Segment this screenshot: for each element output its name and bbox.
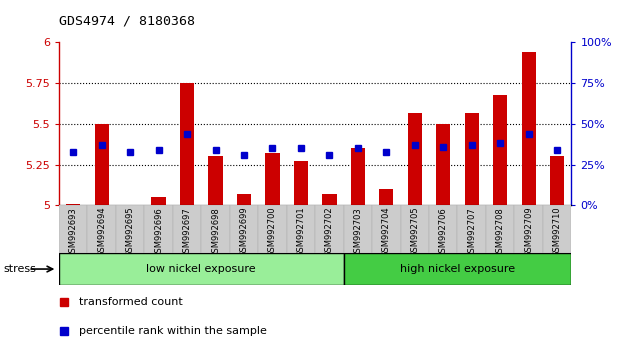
Bar (59, 253, 343, 285)
Text: GSM992699: GSM992699 (240, 207, 248, 257)
Bar (401, 205, 429, 253)
Bar (315, 205, 343, 253)
Bar (522, 52, 536, 205)
Bar (173, 205, 201, 253)
Bar (59, 205, 88, 253)
Text: GSM992704: GSM992704 (382, 207, 391, 257)
Text: GSM992708: GSM992708 (496, 207, 505, 257)
Bar (94, 124, 109, 205)
Text: GSM992703: GSM992703 (353, 207, 362, 257)
Bar (152, 197, 166, 205)
Bar (230, 205, 258, 253)
Text: GSM992694: GSM992694 (97, 207, 106, 257)
Bar (436, 124, 450, 205)
Bar (322, 194, 337, 205)
Text: GDS4974 / 8180368: GDS4974 / 8180368 (59, 14, 195, 27)
Text: GSM992705: GSM992705 (410, 207, 419, 257)
Bar (550, 156, 564, 205)
Bar (237, 194, 251, 205)
Bar (458, 205, 486, 253)
Bar (493, 95, 507, 205)
Bar (486, 205, 514, 253)
Text: GSM992701: GSM992701 (296, 207, 306, 257)
Text: GSM992698: GSM992698 (211, 207, 220, 257)
Bar (514, 205, 543, 253)
Bar (407, 113, 422, 205)
Bar (372, 205, 401, 253)
Text: GSM992702: GSM992702 (325, 207, 334, 257)
Bar (258, 205, 287, 253)
Text: GSM992710: GSM992710 (553, 207, 561, 257)
Text: high nickel exposure: high nickel exposure (400, 264, 515, 274)
Bar (144, 205, 173, 253)
Bar (66, 204, 80, 205)
Bar (543, 205, 571, 253)
Text: GSM992695: GSM992695 (125, 207, 135, 257)
Bar (88, 205, 116, 253)
Bar (429, 205, 458, 253)
Text: GSM992697: GSM992697 (183, 207, 191, 257)
Text: GSM992700: GSM992700 (268, 207, 277, 257)
Text: GSM992693: GSM992693 (69, 207, 78, 257)
Text: GSM992696: GSM992696 (154, 207, 163, 257)
Bar (465, 113, 479, 205)
Bar (379, 189, 394, 205)
Text: percentile rank within the sample: percentile rank within the sample (79, 326, 268, 336)
Bar (343, 253, 571, 285)
Text: GSM992707: GSM992707 (467, 207, 476, 257)
Bar (265, 153, 279, 205)
Bar (294, 161, 308, 205)
Bar (180, 83, 194, 205)
Text: stress: stress (3, 264, 36, 274)
Text: GSM992709: GSM992709 (524, 207, 533, 257)
Bar (116, 205, 144, 253)
Bar (287, 205, 315, 253)
Bar (209, 156, 223, 205)
Text: low nickel exposure: low nickel exposure (147, 264, 256, 274)
Bar (351, 148, 365, 205)
Bar (201, 205, 230, 253)
Text: transformed count: transformed count (79, 297, 183, 307)
Text: GSM992706: GSM992706 (439, 207, 448, 257)
Bar (343, 205, 372, 253)
